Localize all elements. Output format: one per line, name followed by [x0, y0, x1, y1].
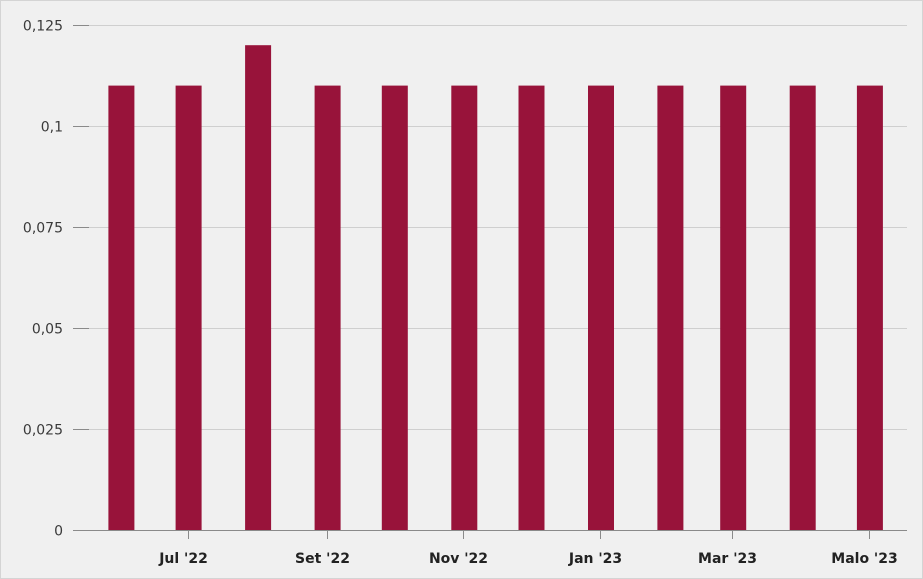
x-tick-label: Mar '23 [698, 551, 757, 567]
bar [657, 85, 684, 530]
x-tick-label: Nov '22 [429, 551, 488, 567]
bar [789, 85, 816, 530]
bar [720, 85, 747, 530]
gridlines [89, 25, 907, 430]
y-tick-label: 0,025 [23, 423, 63, 439]
bar [175, 85, 202, 530]
x-tick-label: Jul '22 [158, 551, 208, 567]
bar [108, 85, 135, 530]
bar [451, 85, 478, 530]
bar [245, 45, 272, 530]
x-tick-label: Malo '23 [831, 551, 897, 567]
bar [856, 85, 883, 530]
y-tick-labels: 0 0,025 0,05 0,075 0,1 0,125 [23, 19, 63, 540]
y-tick-label: 0,125 [23, 19, 63, 35]
x-tick-label: Set '22 [295, 551, 350, 567]
y-tick-label: 0,05 [32, 322, 63, 338]
y-tick-label: 0,075 [23, 221, 63, 237]
bar [518, 85, 545, 530]
bar [314, 85, 341, 530]
x-tick-label: Jan '23 [568, 551, 622, 567]
y-tick-label: 0,1 [41, 120, 63, 136]
bar [381, 85, 408, 530]
x-tick-labels: Jul '22 Set '22 Nov '22 Jan '23 Mar '23 Malo … [158, 551, 898, 567]
axes [73, 25, 907, 539]
y-tick-label: 0 [54, 524, 63, 540]
bar [588, 85, 614, 530]
bars [108, 45, 883, 530]
